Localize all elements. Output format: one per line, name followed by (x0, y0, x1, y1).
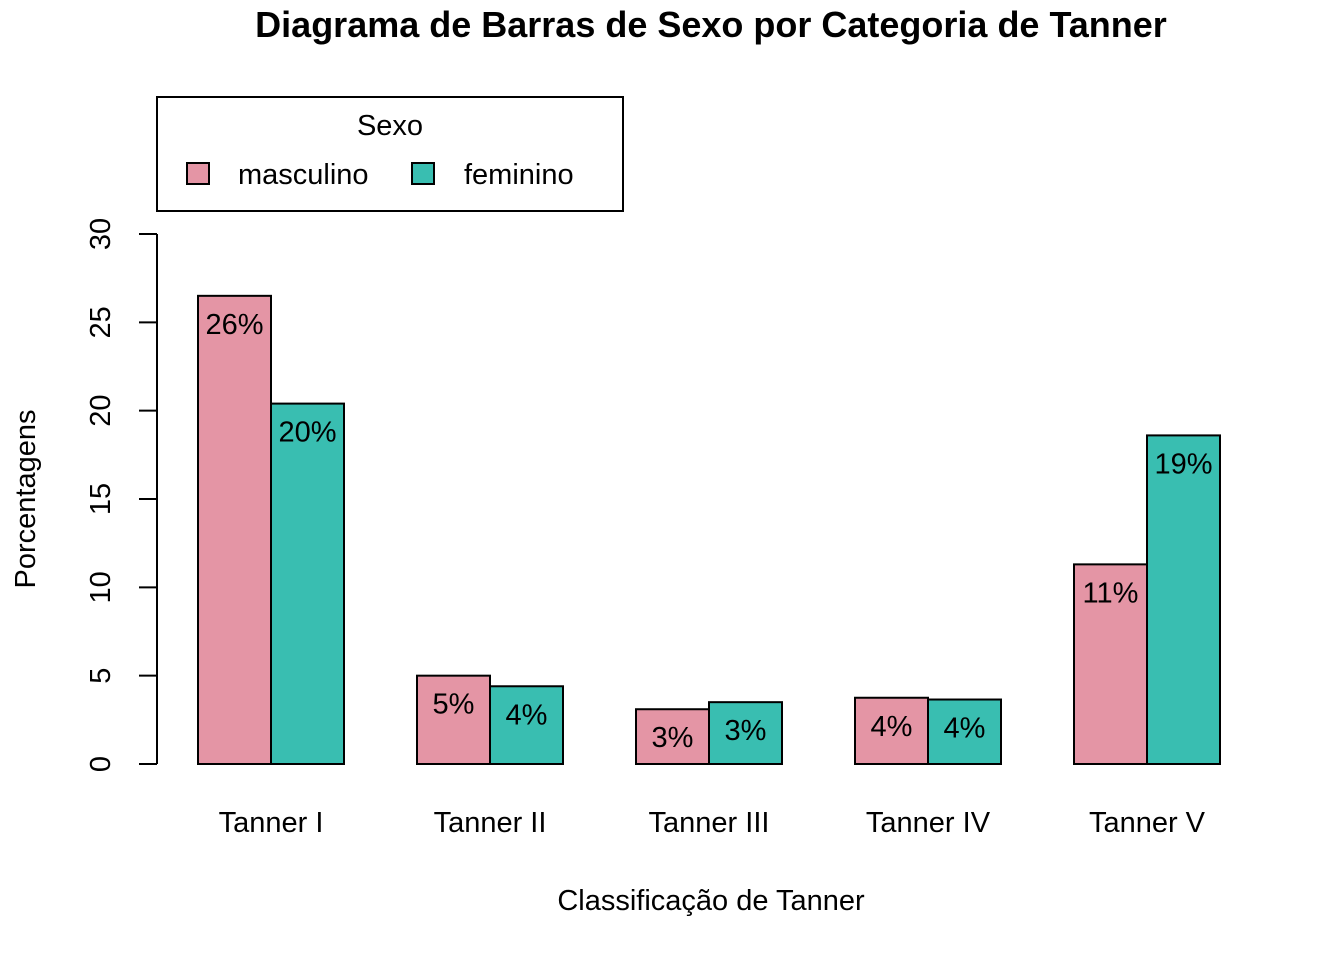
bar-label: 11% (1083, 577, 1139, 609)
legend-label-masculino: masculino (238, 159, 369, 191)
y-tick-label: 15 (85, 483, 117, 515)
legend-items: masculino feminino (186, 159, 574, 191)
y-tick-label: 20 (85, 395, 117, 427)
bar-masculino (1073, 563, 1148, 765)
x-tick-label: Tanner III (649, 807, 770, 839)
y-tick-label: 5 (85, 668, 117, 684)
x-tick-label: Tanner II (434, 807, 547, 839)
x-tick-labels: Tanner I Tanner II Tanner III Tanner IV Tann… (219, 807, 1206, 839)
y-tick-label: 25 (85, 306, 117, 338)
y-axis: 0 5 10 15 20 25 30 (85, 218, 158, 772)
bar-masculino (197, 294, 272, 765)
legend-swatch-masculino (186, 162, 210, 185)
bar-label: 4% (871, 711, 913, 743)
bar-label: 5% (433, 689, 475, 721)
legend: Sexo masculino feminino (156, 96, 624, 212)
legend-swatch-feminino (411, 162, 435, 185)
y-tick-label: 0 (85, 756, 117, 772)
y-tick-label: 10 (85, 571, 117, 603)
bar-label: 19% (1154, 448, 1212, 480)
bar-feminino (489, 685, 564, 765)
legend-title: Sexo (357, 110, 423, 142)
legend-label-feminino: feminino (464, 159, 574, 191)
bars (197, 294, 1221, 766)
x-tick-label: Tanner I (219, 807, 324, 839)
bar-label: 4% (944, 713, 986, 745)
bar-label: 4% (506, 699, 548, 731)
x-tick-label: Tanner IV (866, 807, 991, 839)
y-axis-label: Porcentagens (10, 410, 42, 589)
x-tick-label: Tanner V (1089, 807, 1206, 839)
bar-label: 3% (652, 722, 694, 754)
bar-labels: 26% 20% 5% 4% 3% 3% 4% 4% 11% 19% (205, 309, 1212, 754)
bar-feminino (708, 701, 783, 766)
y-tick-label: 30 (85, 218, 117, 250)
bar-label: 3% (725, 715, 767, 747)
bar-feminino (1146, 434, 1221, 765)
bar-label: 26% (205, 309, 263, 341)
bar-label: 20% (278, 417, 336, 449)
x-axis-label: Classificação de Tanner (557, 885, 865, 917)
legend-box (156, 96, 624, 212)
bar-masculino (416, 674, 491, 766)
bar-feminino (270, 402, 345, 765)
chart-title: Diagrama de Barras de Sexo por Categoria… (255, 4, 1167, 45)
bar-feminino (927, 698, 1002, 765)
